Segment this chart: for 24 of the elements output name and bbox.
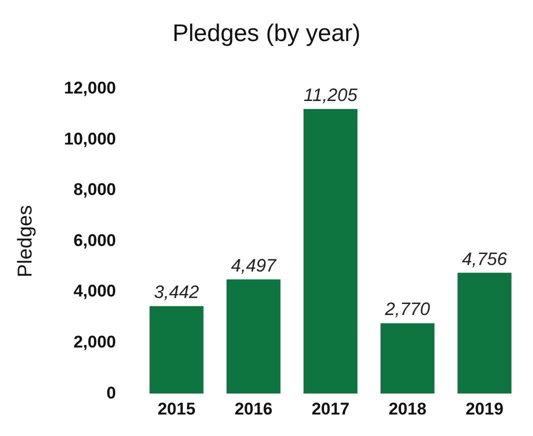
y-tick-label: 8,000	[73, 180, 116, 200]
data-label: 3,442	[154, 282, 200, 302]
x-tick-label: 2017	[312, 399, 350, 418]
data-label: 4,756	[462, 248, 508, 269]
x-tick-label: 2015	[158, 399, 196, 418]
bar	[458, 272, 512, 394]
y-tick-label: 4,000	[73, 282, 116, 301]
y-tick-label: 10,000	[64, 129, 116, 148]
bar	[304, 108, 358, 394]
bar	[226, 279, 280, 394]
y-axis-title: Pledges	[14, 205, 37, 278]
bar	[380, 323, 434, 394]
y-tick-label: 12,000	[64, 78, 116, 98]
bar	[150, 306, 204, 394]
x-tick-label: 2018	[388, 399, 426, 418]
data-label: 2,770	[384, 299, 430, 320]
x-tick-label: 2019	[466, 399, 504, 418]
x-tick-label: 2016	[234, 399, 272, 418]
y-tick-label: 0	[106, 383, 116, 402]
data-label: 4,497	[230, 255, 278, 276]
y-tick-label: 6,000	[73, 230, 116, 250]
y-tick-label: 2,000	[73, 332, 116, 352]
chart-title: Pledges (by year)	[172, 20, 361, 48]
data-label: 11,205	[304, 84, 358, 105]
